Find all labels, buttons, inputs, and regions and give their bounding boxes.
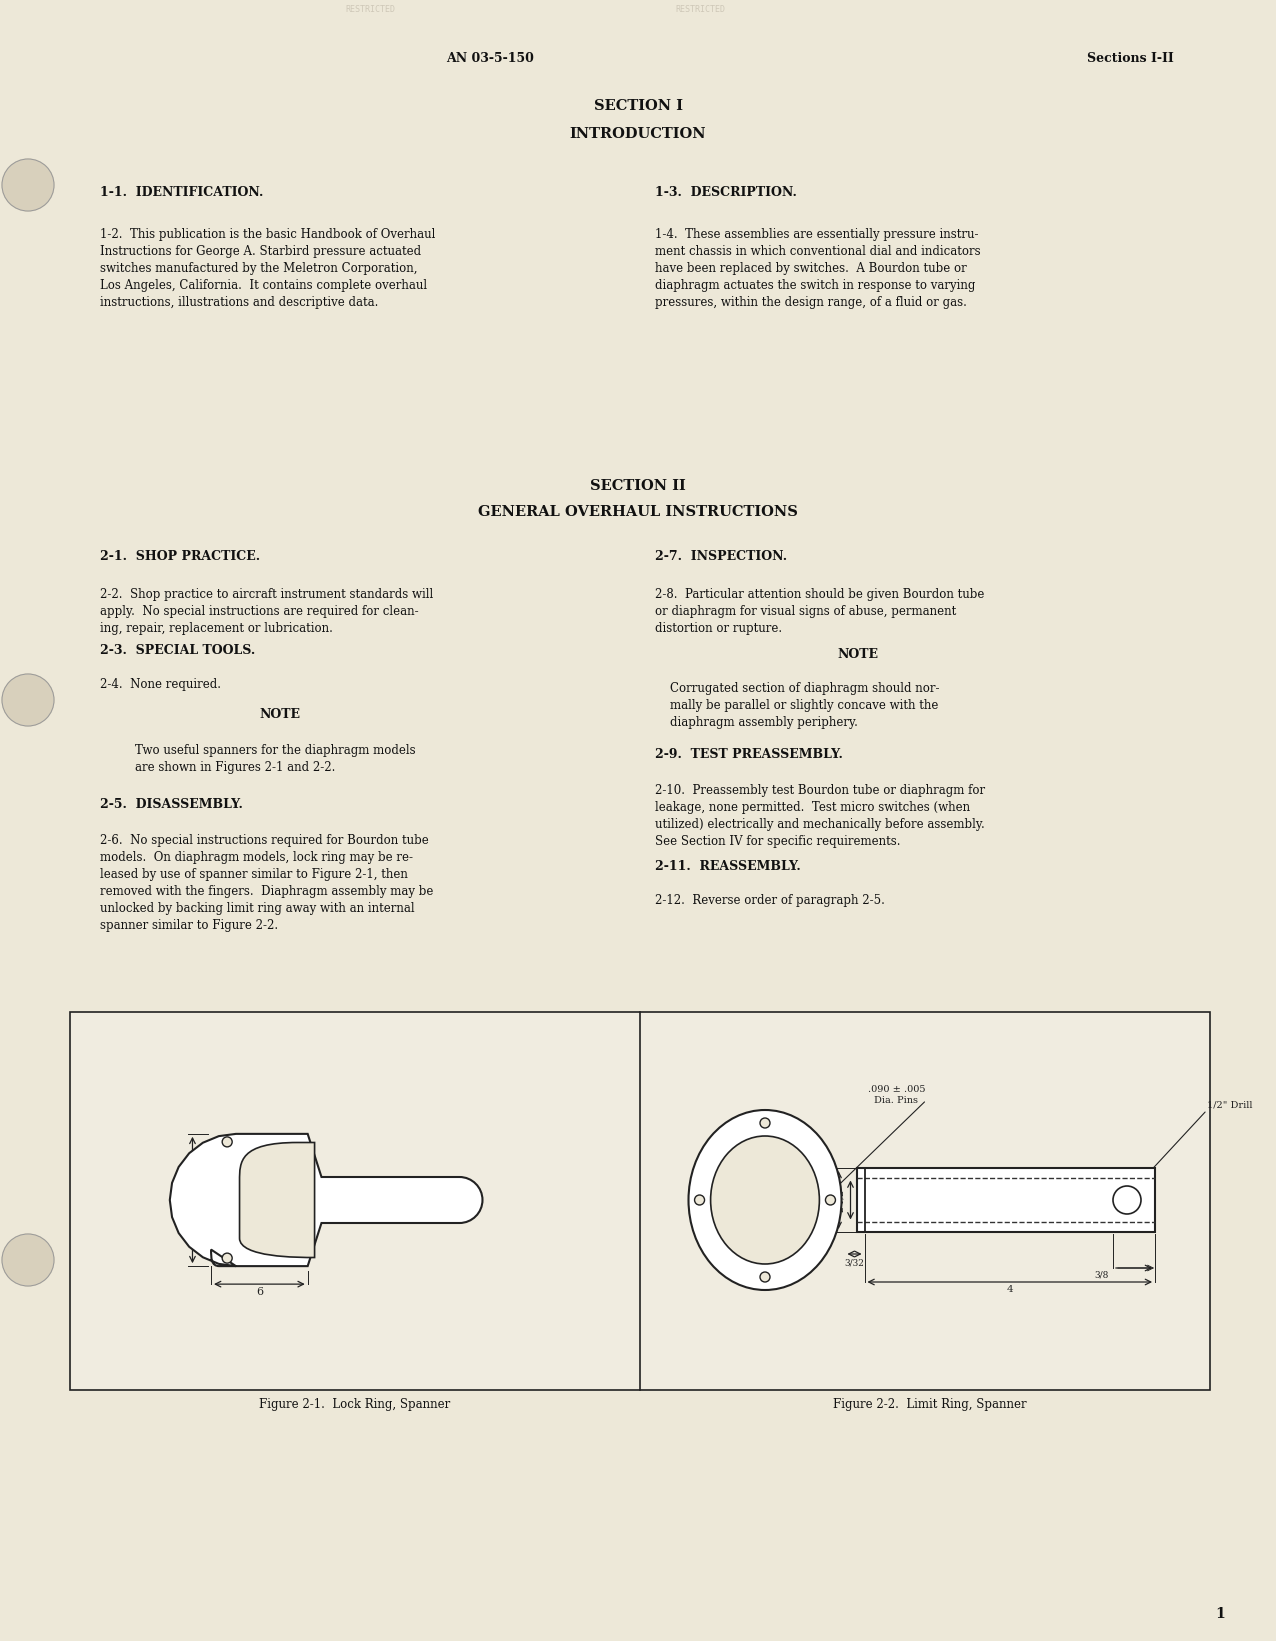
Text: 2-7.  INSPECTION.: 2-7. INSPECTION. — [655, 550, 787, 563]
Text: 3/8: 3/8 — [1095, 1270, 1109, 1278]
Circle shape — [760, 1118, 769, 1127]
Text: 1: 1 — [1215, 1607, 1225, 1621]
Text: RESTRICTED: RESTRICTED — [345, 5, 396, 15]
Circle shape — [1113, 1186, 1141, 1214]
Text: RESTRICTED: RESTRICTED — [675, 5, 725, 15]
PathPatch shape — [240, 1142, 315, 1257]
Ellipse shape — [689, 1109, 841, 1290]
Circle shape — [3, 674, 54, 725]
Text: 2-11/16: 2-11/16 — [822, 1183, 831, 1218]
Text: GENERAL OVERHAUL INSTRUCTIONS: GENERAL OVERHAUL INSTRUCTIONS — [478, 505, 798, 519]
Text: Sections I-II: Sections I-II — [1087, 53, 1174, 66]
Text: 1-4.  These assemblies are essentially pressure instru-
ment chassis in which co: 1-4. These assemblies are essentially pr… — [655, 228, 981, 309]
Text: 3/32: 3/32 — [845, 1259, 864, 1267]
Circle shape — [222, 1254, 232, 1264]
Text: 2-3.  SPECIAL TOOLS.: 2-3. SPECIAL TOOLS. — [100, 643, 255, 656]
Text: 2-12.  Reverse order of paragraph 2-5.: 2-12. Reverse order of paragraph 2-5. — [655, 894, 884, 907]
Text: 2-2.  Shop practice to aircraft instrument standards will
apply.  No special ins: 2-2. Shop practice to aircraft instrumen… — [100, 587, 434, 635]
Circle shape — [760, 1272, 769, 1282]
Text: AN 03-5-150: AN 03-5-150 — [447, 53, 533, 66]
Text: 2-1.  SHOP PRACTICE.: 2-1. SHOP PRACTICE. — [100, 550, 260, 563]
Ellipse shape — [711, 1136, 819, 1264]
Text: 1-3.  DESCRIPTION.: 1-3. DESCRIPTION. — [655, 185, 798, 199]
Text: SECTION I: SECTION I — [593, 98, 683, 113]
Text: 1-2.  This publication is the basic Handbook of Overhaul
Instructions for George: 1-2. This publication is the basic Handb… — [100, 228, 435, 309]
Text: 2-8.  Particular attention should be given Bourdon tube
or diaphragm for visual : 2-8. Particular attention should be give… — [655, 587, 984, 635]
Text: 2-1/2: 2-1/2 — [207, 1188, 216, 1213]
Text: 2-6.  No special instructions required for Bourdon tube
models.  On diaphragm mo: 2-6. No special instructions required fo… — [100, 834, 434, 932]
Circle shape — [3, 159, 54, 212]
Text: 4: 4 — [1007, 1285, 1013, 1295]
Text: 2-7/8: 2-7/8 — [180, 1188, 189, 1213]
PathPatch shape — [170, 1134, 482, 1267]
Text: 6: 6 — [255, 1287, 263, 1296]
Text: Figure 2-1.  Lock Ring, Spanner: Figure 2-1. Lock Ring, Spanner — [259, 1398, 450, 1411]
Text: INTRODUCTION: INTRODUCTION — [569, 126, 707, 141]
Bar — [70, 1012, 1210, 1390]
Circle shape — [826, 1195, 836, 1204]
Text: Corrugated section of diaphragm should nor-
mally be parallel or slightly concav: Corrugated section of diaphragm should n… — [670, 683, 939, 729]
Circle shape — [222, 1137, 232, 1147]
Text: SECTION II: SECTION II — [590, 479, 686, 492]
Text: 2-1/2: 2-1/2 — [836, 1188, 845, 1211]
Text: 2-4.  None required.: 2-4. None required. — [100, 678, 221, 691]
Text: Figure 2-2.  Limit Ring, Spanner: Figure 2-2. Limit Ring, Spanner — [833, 1398, 1027, 1411]
Text: .090 ± .005
Dia. Pins: .090 ± .005 Dia. Pins — [868, 1085, 925, 1104]
Text: 1/2" Drill: 1/2" Drill — [1207, 1101, 1253, 1109]
Text: 2-5.  DISASSEMBLY.: 2-5. DISASSEMBLY. — [100, 798, 242, 811]
Bar — [856, 1168, 1155, 1232]
Text: 2-11.  REASSEMBLY.: 2-11. REASSEMBLY. — [655, 860, 801, 873]
Text: NOTE: NOTE — [837, 648, 878, 661]
Text: 2-10.  Preassembly test Bourdon tube or diaphragm for
leakage, none permitted.  : 2-10. Preassembly test Bourdon tube or d… — [655, 784, 985, 848]
Text: 1-1.  IDENTIFICATION.: 1-1. IDENTIFICATION. — [100, 185, 263, 199]
Text: NOTE: NOTE — [259, 707, 301, 720]
Text: Two useful spanners for the diaphragm models
are shown in Figures 2-1 and 2-2.: Two useful spanners for the diaphragm mo… — [135, 743, 416, 775]
Text: 2-9.  TEST PREASSEMBLY.: 2-9. TEST PREASSEMBLY. — [655, 748, 843, 761]
Circle shape — [3, 1234, 54, 1287]
Circle shape — [694, 1195, 704, 1204]
Text: 1: 1 — [361, 1195, 369, 1204]
Text: 2-5/8: 2-5/8 — [193, 1188, 202, 1213]
